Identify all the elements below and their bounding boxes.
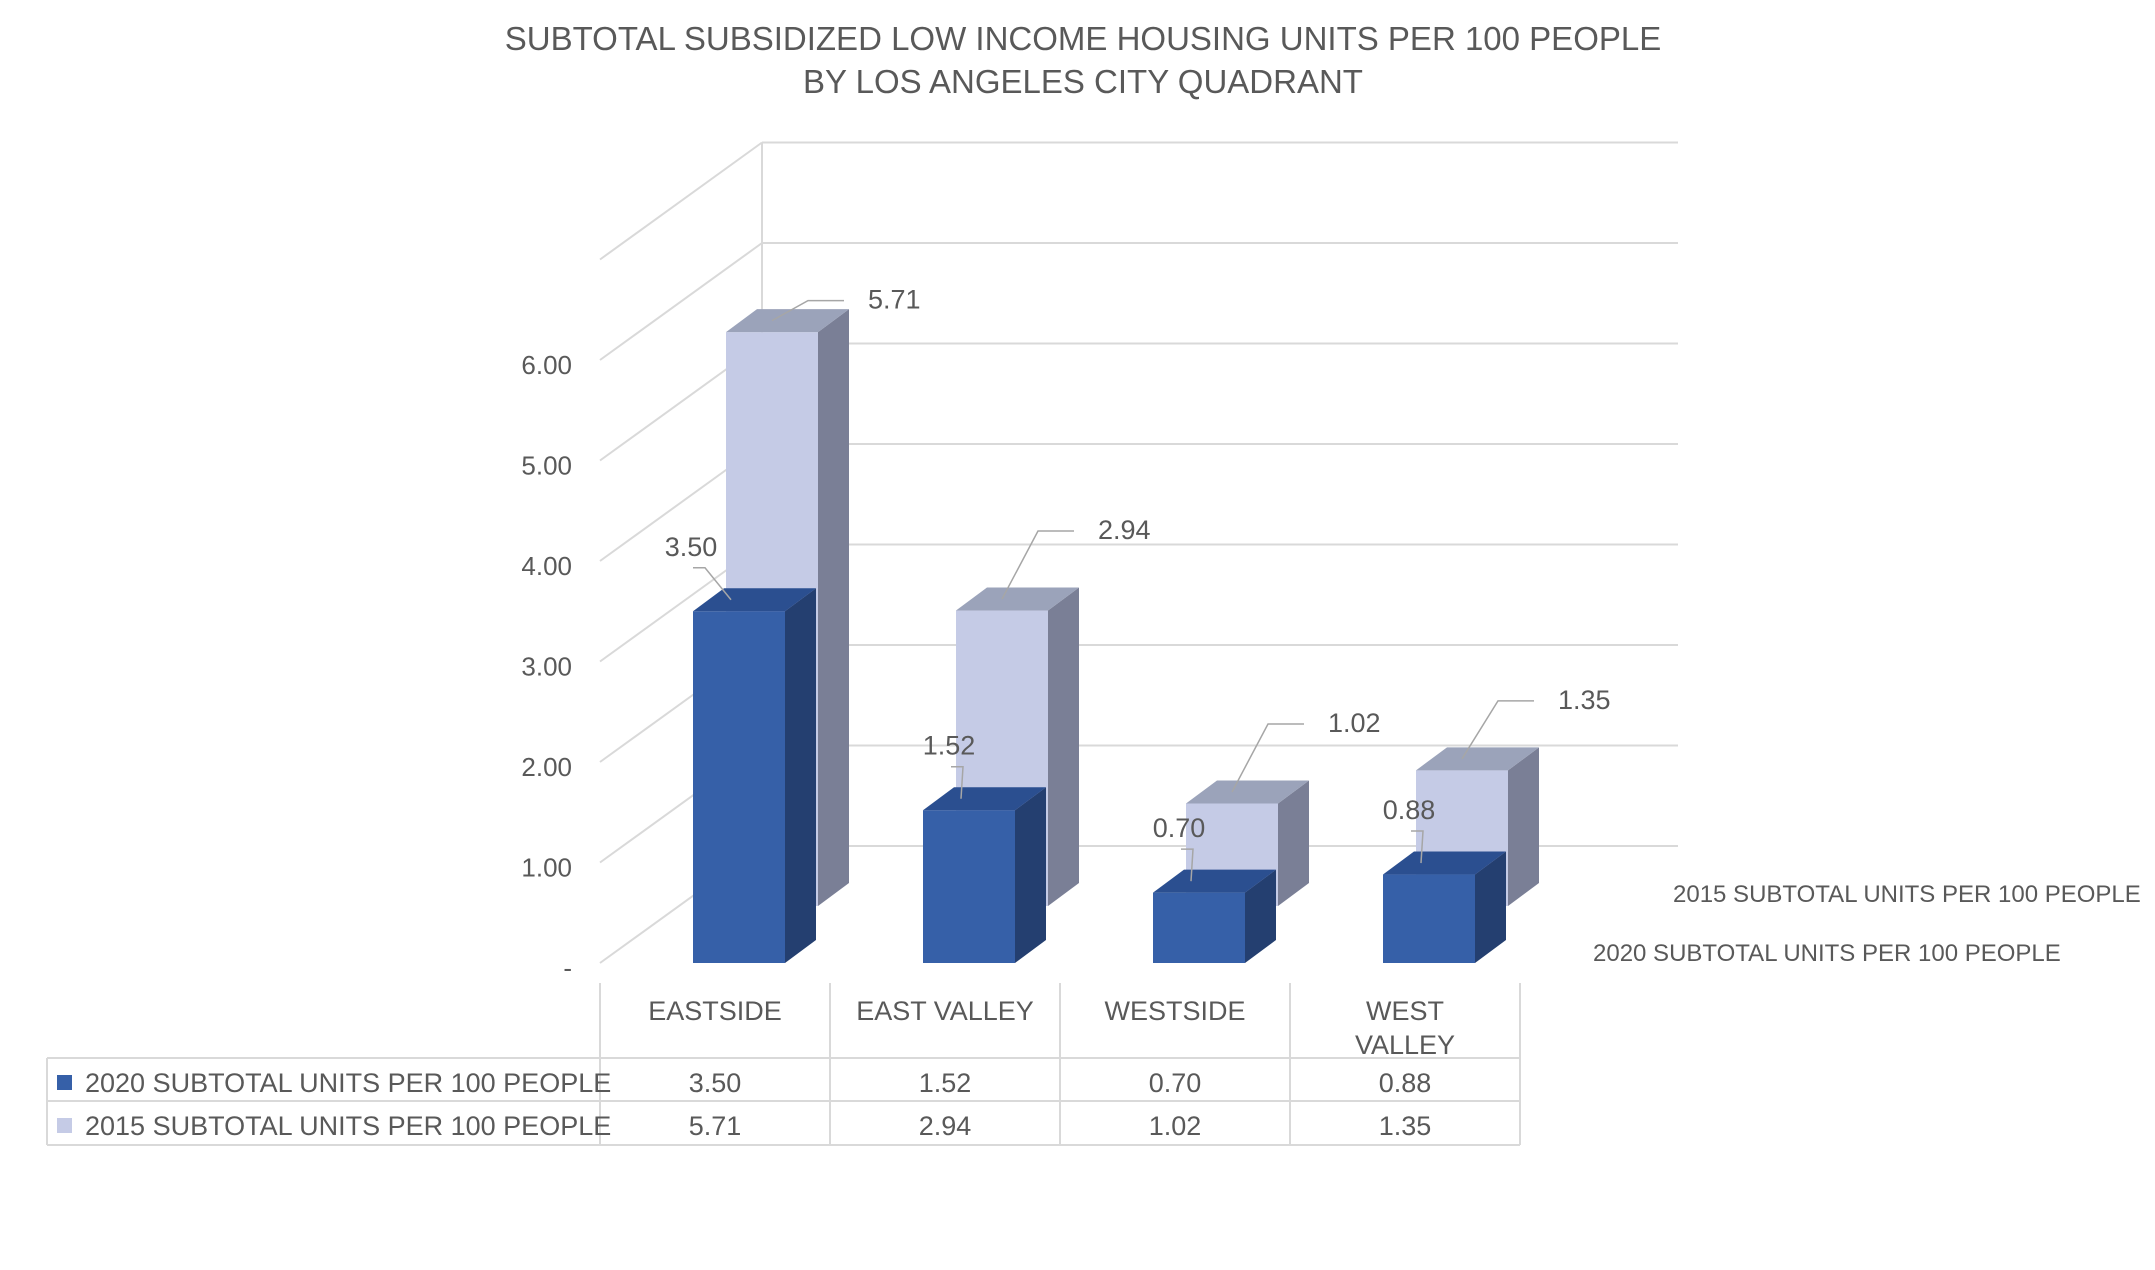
depth-axis-labels: 2015 SUBTOTAL UNITS PER 100 PEOPLE 2020 S… (1593, 881, 2141, 967)
bar-2020-3 (1383, 851, 1506, 963)
depth-label-2015: 2015 SUBTOTAL UNITS PER 100 PEOPLE (1673, 881, 2141, 908)
chart-title-line-2: BY LOS ANGELES CITY QUADRANT (803, 63, 1363, 100)
y-axis-tick-labels: - 1.00 2.00 3.00 4.00 5.00 6.00 (521, 350, 572, 983)
table-cell: 5.71 (689, 1111, 742, 1141)
table-cell: 2.94 (919, 1111, 972, 1141)
data-label-2015-1: 2.94 (1098, 515, 1151, 545)
gridline-side-6 (599, 242, 763, 361)
series-2020-bars (693, 588, 1506, 963)
leader-line-2020-3 (1411, 830, 1424, 864)
data-label-2020-0: 3.50 (665, 532, 718, 562)
category-label-3: VALLEY (1355, 1030, 1455, 1060)
gridline-side-7 (599, 141, 763, 261)
legend-key-0 (57, 1075, 72, 1090)
table-cell: 0.88 (1379, 1068, 1432, 1098)
category-label-2: WESTSIDE (1104, 996, 1245, 1026)
y-tick-label: - (563, 953, 572, 983)
leader-line-2020-2 (1181, 848, 1194, 882)
chart-title-line-1: SUBTOTAL SUBSIDIZED LOW INCOME HOUSING U… (505, 20, 1661, 57)
data-label-2020-1: 1.52 (923, 731, 976, 761)
bar-2020-2 (1153, 869, 1276, 963)
leader-line-2020-1 (951, 765, 964, 799)
data-label-2020-2: 0.70 (1153, 813, 1206, 843)
leader-line-2015-3 (1461, 700, 1534, 760)
data-labels: 3.50 5.71 1.52 2.94 0.70 1.02 0.88 1.35 (665, 285, 1611, 882)
data-label-2020-3: 0.88 (1383, 795, 1436, 825)
leader-line-2020-0 (693, 567, 732, 601)
y-tick-label: 4.00 (521, 551, 572, 581)
table-cell: 1.02 (1149, 1111, 1202, 1141)
data-label-2015-3: 1.35 (1558, 685, 1611, 715)
y-tick-label: 3.00 (521, 652, 572, 682)
bar-2020-0 (693, 588, 816, 963)
category-label-0: EASTSIDE (648, 996, 782, 1026)
y-tick-label: 6.00 (521, 350, 572, 380)
legend-key-1 (57, 1118, 72, 1133)
leader-line-2015-0 (771, 299, 844, 322)
bar-2020-1 (923, 787, 1046, 963)
table-cell: 1.35 (1379, 1111, 1432, 1141)
depth-label-2020: 2020 SUBTOTAL UNITS PER 100 PEOPLE (1593, 940, 2061, 967)
y-tick-label: 5.00 (521, 451, 572, 481)
data-label-2015-2: 1.02 (1328, 708, 1381, 738)
y-tick-label: 1.00 (521, 853, 572, 883)
table-row-header-0: 2020 SUBTOTAL UNITS PER 100 PEOPLE (85, 1068, 611, 1098)
table-cell: 3.50 (689, 1068, 742, 1098)
data-table: EASTSIDE EAST VALLEY WESTSIDE WEST VALLEY 202… (46, 983, 1521, 1146)
data-label-2015-0: 5.71 (868, 285, 921, 315)
y-tick-label: 2.00 (521, 752, 572, 782)
category-label-1: EAST VALLEY (856, 996, 1034, 1026)
leader-line-2015-1 (1001, 530, 1074, 600)
category-label-3: WEST (1366, 996, 1444, 1026)
leader-line-2015-2 (1231, 723, 1304, 793)
table-cell: 0.70 (1149, 1068, 1202, 1098)
table-row-header-1: 2015 SUBTOTAL UNITS PER 100 PEOPLE (85, 1111, 611, 1141)
table-cell: 1.52 (919, 1068, 972, 1098)
